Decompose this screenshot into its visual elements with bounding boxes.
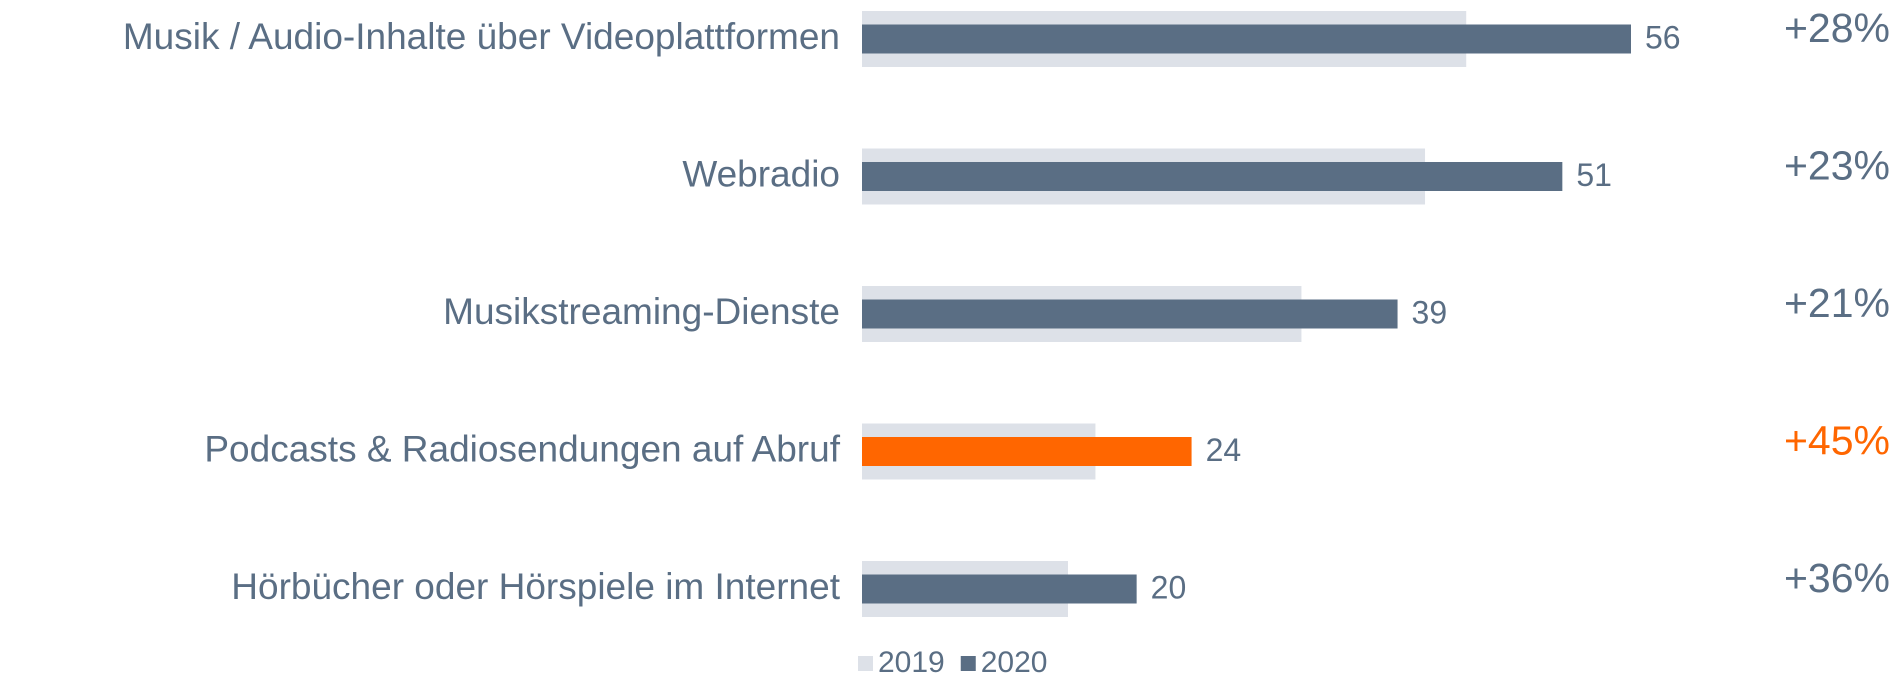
bar-2020	[862, 24, 1631, 54]
legend-label: 2020	[981, 646, 1048, 677]
bar-2020	[862, 299, 1398, 329]
change-label: +45%	[1784, 417, 1890, 463]
bar-2020	[862, 437, 1192, 466]
category-label: Musik / Audio-Inhalte über Videoplattfor…	[123, 16, 840, 57]
bar-2020	[862, 574, 1137, 604]
value-label: 51	[1576, 157, 1612, 193]
bar-2020	[862, 162, 1563, 191]
change-label: +23%	[1784, 142, 1890, 188]
change-label: +28%	[1784, 5, 1890, 51]
category-label: Webradio	[682, 153, 840, 194]
change-label: +21%	[1784, 280, 1890, 326]
legend-swatch	[858, 656, 873, 671]
category-label: Podcasts & Radiosendungen auf Abruf	[204, 428, 840, 469]
value-label: 20	[1151, 569, 1187, 605]
legend-label: 2019	[878, 646, 945, 677]
category-label: Hörbücher oder Hörspiele im Internet	[231, 566, 840, 607]
category-label: Musikstreaming-Dienste	[443, 291, 840, 332]
legend-swatch	[960, 656, 976, 671]
value-label: 24	[1206, 432, 1242, 468]
change-label: +36%	[1784, 555, 1890, 601]
value-label: 56	[1645, 19, 1681, 55]
value-label: 39	[1412, 294, 1448, 330]
